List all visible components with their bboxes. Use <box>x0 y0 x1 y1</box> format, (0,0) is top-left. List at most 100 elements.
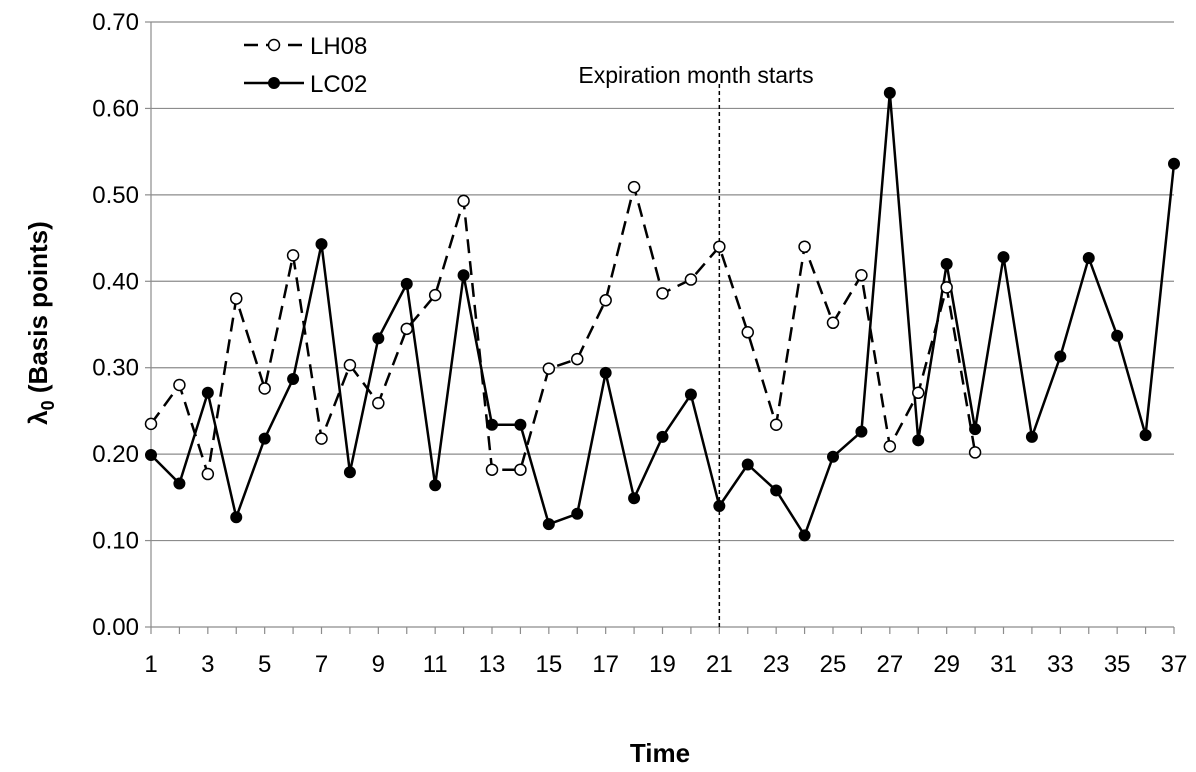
x-tick-label: 5 <box>258 651 271 678</box>
series-line-lc02 <box>150 91 1176 537</box>
x-tick-label: 11 <box>423 651 448 678</box>
point-lh08 <box>826 316 840 330</box>
point-lc02 <box>741 458 754 471</box>
y-tick-label: 0.50 <box>92 182 139 209</box>
legend-label-lc02: LC02 <box>310 71 367 98</box>
point-lh08 <box>173 378 186 392</box>
point-lc02 <box>201 386 214 399</box>
y-tick-label: 0.60 <box>92 95 139 122</box>
x-tick-label: 27 <box>876 651 903 678</box>
x-tick-label: 3 <box>201 651 214 678</box>
point-lh08 <box>315 432 328 445</box>
x-tick-label: 29 <box>933 651 960 678</box>
point-lc02 <box>429 479 442 492</box>
series-lines <box>149 91 1176 537</box>
point-lh08 <box>912 386 925 400</box>
x-tick-label: 33 <box>1047 651 1074 678</box>
point-lc02 <box>230 511 243 524</box>
point-lc02 <box>1139 429 1152 442</box>
x-tick-label: 21 <box>706 651 733 678</box>
point-lc02 <box>969 423 982 436</box>
point-lh08 <box>571 352 584 366</box>
point-lc02 <box>486 418 498 431</box>
point-lc02 <box>173 477 186 490</box>
point-lc02 <box>997 251 1010 264</box>
point-lc02 <box>1111 329 1124 342</box>
point-lh08 <box>713 240 726 253</box>
point-lc02 <box>713 500 726 512</box>
point-lh08 <box>428 288 442 302</box>
x-tick-label: 9 <box>372 651 385 678</box>
point-lc02 <box>656 430 669 443</box>
point-lc02 <box>372 332 385 345</box>
point-lc02 <box>827 450 839 463</box>
point-lc02 <box>343 466 356 479</box>
y-axis-title-sub: 0 <box>38 400 58 410</box>
y-tick-label: 0.20 <box>92 441 139 468</box>
point-lh08 <box>485 463 499 476</box>
point-lc02 <box>940 258 953 270</box>
point-lc02 <box>770 484 783 497</box>
legend-item-lh08: LH08 <box>244 33 367 60</box>
point-lc02 <box>628 492 641 505</box>
point-lh08 <box>968 446 982 459</box>
x-tick-label: 7 <box>315 651 328 678</box>
point-lh08 <box>457 194 470 208</box>
x-tick-label: 1 <box>144 651 157 678</box>
x-tick-label: 35 <box>1104 651 1131 678</box>
y-tick-label: 0.10 <box>92 528 139 555</box>
point-lc02 <box>287 372 300 385</box>
legend-label-lh08: LH08 <box>310 33 367 60</box>
x-tick-label: 17 <box>592 651 619 678</box>
point-lc02 <box>1025 430 1038 443</box>
legend-marker-lh08 <box>267 38 281 52</box>
legend: LH08 LC02 <box>244 33 367 98</box>
y-tick-label: 0.70 <box>92 9 139 36</box>
x-tick-label: 15 <box>535 651 562 678</box>
point-lc02 <box>798 529 811 542</box>
point-lh08 <box>627 180 641 194</box>
series-markers <box>144 86 1180 542</box>
y-tick-label: 0.30 <box>92 355 139 382</box>
y-tick-label: 0.40 <box>92 268 139 295</box>
point-lh08 <box>400 322 413 336</box>
point-lc02 <box>912 434 925 447</box>
point-lc02 <box>1168 157 1180 170</box>
point-lh08 <box>201 467 215 481</box>
point-lc02 <box>258 432 271 445</box>
point-lh08 <box>542 362 556 375</box>
point-lh08 <box>144 417 158 431</box>
legend-marker-lc02 <box>268 77 280 89</box>
x-tick-label: 25 <box>820 651 847 678</box>
point-lc02 <box>599 366 612 379</box>
point-lh08 <box>599 294 612 307</box>
point-lh08 <box>769 418 783 432</box>
point-lc02 <box>514 418 527 431</box>
point-lc02 <box>883 86 896 99</box>
y-axis-title: λ0 (Basis points) <box>23 221 58 425</box>
expiration-annotation: Expiration month starts <box>578 62 813 88</box>
point-lh08 <box>258 382 271 395</box>
y-axis-title-rest: (Basis points) <box>23 221 53 400</box>
x-tick-label: 23 <box>763 651 790 678</box>
point-lc02 <box>315 238 328 251</box>
point-lh08 <box>656 287 669 300</box>
x-tick-label: 19 <box>649 651 676 678</box>
point-lc02 <box>1054 350 1067 363</box>
y-axis-title-main: λ <box>23 410 53 425</box>
point-lc02 <box>571 507 584 520</box>
x-tick-label: 37 <box>1161 651 1188 678</box>
point-lh08 <box>940 281 953 294</box>
x-tick-label: 13 <box>479 651 506 678</box>
point-lh08 <box>855 268 868 282</box>
point-lh08 <box>741 326 754 339</box>
point-lh08 <box>514 463 527 476</box>
point-lc02 <box>855 425 868 438</box>
point-lc02 <box>684 388 697 401</box>
point-lh08 <box>798 240 811 253</box>
point-lh08 <box>372 396 385 410</box>
axes <box>145 21 1175 634</box>
y-tick-labels: 0.00 0.10 0.20 0.30 0.40 0.50 0.60 0.70 <box>92 9 139 641</box>
point-lc02 <box>145 449 157 462</box>
